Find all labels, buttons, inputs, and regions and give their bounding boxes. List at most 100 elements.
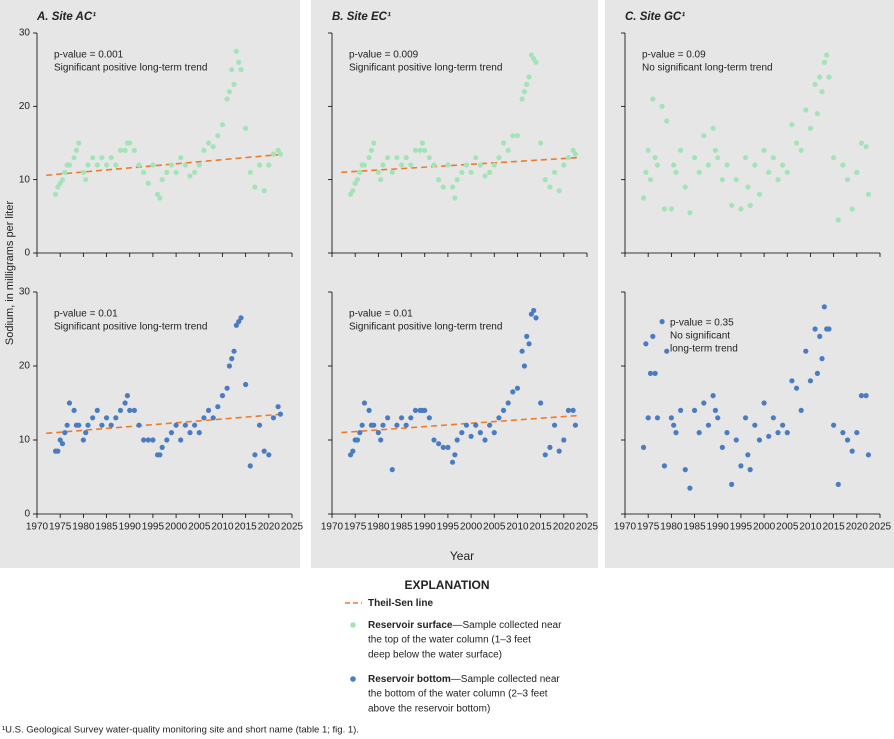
data-point <box>531 307 537 314</box>
data-point <box>863 144 869 150</box>
data-point <box>756 437 763 443</box>
data-point <box>812 326 818 332</box>
data-point <box>682 467 688 473</box>
x-tick-label: 1975 <box>344 522 367 533</box>
x-tick-label: 1995 <box>437 522 460 533</box>
data-point <box>719 177 725 183</box>
data-point <box>640 444 647 450</box>
data-point <box>645 147 651 153</box>
x-tick-label: 1985 <box>95 522 118 533</box>
data-point <box>389 169 395 175</box>
legend-description: the top of the water column (1–3 feet <box>368 635 531 646</box>
data-point <box>664 348 670 354</box>
data-point <box>422 407 428 413</box>
data-point <box>761 400 767 406</box>
data-point <box>452 195 458 201</box>
data-point <box>477 162 483 168</box>
data-point <box>80 169 86 175</box>
annotation: Significant positive long-term trend <box>54 63 207 74</box>
data-point <box>62 169 68 175</box>
data-point <box>696 430 702 436</box>
legend-description: —Sample collected near <box>451 674 561 685</box>
data-point <box>647 370 654 376</box>
data-point <box>192 422 198 428</box>
data-point <box>701 400 707 406</box>
data-point <box>724 162 730 168</box>
data-point <box>565 407 572 413</box>
data-point <box>654 162 661 168</box>
data-point <box>538 140 544 146</box>
data-point <box>780 162 786 168</box>
panel-bg <box>605 0 894 568</box>
data-point <box>519 348 525 354</box>
x-tick-label: 2010 <box>506 522 529 533</box>
x-tick-label: 2020 <box>846 522 869 533</box>
data-point <box>824 52 830 58</box>
data-point <box>551 422 558 428</box>
data-point <box>840 162 846 168</box>
data-point <box>814 370 821 376</box>
data-point <box>59 177 66 183</box>
data-point <box>817 333 823 339</box>
data-point <box>219 122 226 128</box>
data-point <box>798 407 804 413</box>
data-point <box>73 147 80 153</box>
data-point <box>747 202 753 208</box>
data-point <box>168 430 175 436</box>
y-tick-label: 30 <box>19 28 31 39</box>
data-point <box>766 169 772 175</box>
annotation: p-value = 0.01 <box>349 309 413 320</box>
data-point <box>141 169 147 175</box>
data-point <box>127 140 133 146</box>
data-point <box>668 415 674 421</box>
data-point <box>742 415 749 421</box>
x-tick-label: 2025 <box>869 522 892 533</box>
data-point <box>449 459 456 465</box>
data-point <box>182 162 188 168</box>
data-point <box>270 151 277 157</box>
data-point <box>385 415 391 421</box>
x-tick-label: 2015 <box>530 522 553 533</box>
x-tick-label: 1995 <box>142 522 165 533</box>
data-point <box>80 437 86 443</box>
data-point <box>201 415 207 421</box>
data-point <box>90 155 96 161</box>
data-point <box>108 422 114 428</box>
data-point <box>645 415 651 421</box>
data-point <box>157 452 163 458</box>
data-point <box>210 144 216 150</box>
data-point <box>659 319 665 325</box>
data-point <box>85 162 91 168</box>
x-tick-label: 1975 <box>49 522 72 533</box>
annotation: Significant positive long-term trend <box>349 322 502 333</box>
data-point <box>821 304 827 310</box>
annotation: No significant <box>670 331 730 342</box>
data-point <box>256 422 263 428</box>
data-point <box>487 422 493 428</box>
data-point <box>742 155 749 161</box>
legend-swatch <box>350 676 356 682</box>
data-point <box>542 452 548 458</box>
data-point <box>113 415 119 421</box>
data-point <box>705 422 712 428</box>
data-point <box>277 151 284 157</box>
x-tick-label: 1985 <box>390 522 413 533</box>
data-point <box>654 415 661 421</box>
data-point <box>671 422 677 428</box>
data-point <box>187 430 193 436</box>
footnote: ¹U.S. Geological Survey water-quality mo… <box>2 725 359 736</box>
data-point <box>661 206 668 212</box>
data-point <box>789 122 795 128</box>
legend-title: EXPLANATION <box>404 578 489 592</box>
data-point <box>661 463 668 469</box>
data-point <box>671 162 677 168</box>
x-tick-label: 2005 <box>776 522 799 533</box>
panel-title: A. Site AC¹ <box>36 11 96 23</box>
data-point <box>673 169 679 175</box>
data-point <box>270 415 277 421</box>
data-point <box>477 430 483 436</box>
legend-label: Theil-Sen line <box>368 598 433 609</box>
y-axis-label: Sodium, in milligrams per liter <box>4 201 16 346</box>
data-point <box>243 381 249 388</box>
